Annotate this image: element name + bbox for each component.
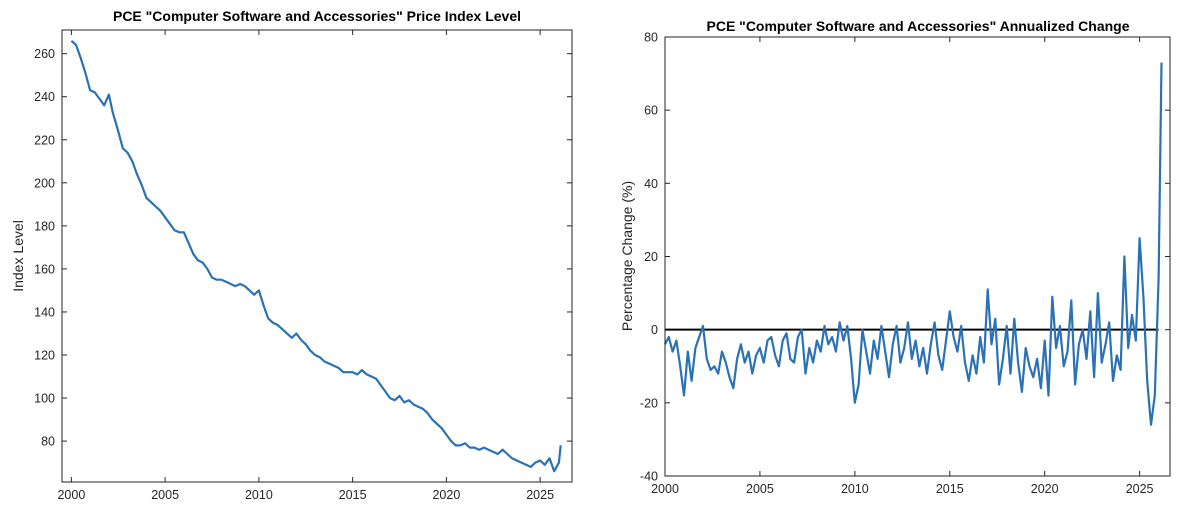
x-tick-label: 2010: [245, 488, 273, 502]
y-tick-label: 220: [34, 133, 55, 147]
x-tick-label: 2005: [746, 482, 774, 496]
y-tick-label: 240: [34, 90, 55, 104]
y-tick-label: 160: [34, 262, 55, 276]
x-tick-label: 2020: [1031, 482, 1059, 496]
x-tick-label: 2015: [936, 482, 964, 496]
x-tick-label: 2025: [1126, 482, 1154, 496]
axes-frame: [664, 36, 1171, 477]
axis-ticks: 2000 2005 2010 2015 2020 2025 80 100 120 140 160 18…: [34, 30, 572, 502]
chart-title: PCE "Computer Software and Accessories" …: [113, 8, 521, 24]
y-tick-label: 180: [34, 219, 55, 233]
x-tick-label: 2020: [432, 488, 460, 502]
x-tick-label: 2010: [841, 482, 869, 496]
x-tick-label: 2005: [151, 488, 179, 502]
y-tick-label: 100: [34, 392, 55, 406]
y-tick-label: 200: [34, 176, 55, 190]
axis-ticks: 2000 2005 2010 2015 2020 2025 -40 -20 0 20 40 60 80: [640, 31, 1170, 496]
plot-area: [664, 62, 1163, 426]
plot-area: [70, 39, 562, 473]
y-tick-label: 80: [41, 435, 55, 449]
price-index-chart: PCE "Computer Software and Accessories" …: [10, 8, 573, 502]
y-tick-label: 60: [644, 104, 658, 118]
x-tick-label: 2015: [339, 488, 367, 502]
y-tick-label: -40: [640, 470, 658, 484]
annualized-change-chart: PCE "Computer Software and Accessories" …: [619, 18, 1171, 496]
series-line: [664, 62, 1163, 426]
x-tick-label: 2025: [526, 488, 554, 502]
y-axis-label: Index Level: [10, 220, 26, 292]
axes-frame: [61, 29, 573, 483]
y-tick-label: 40: [644, 177, 658, 191]
y-tick-label: 260: [34, 47, 55, 61]
x-tick-label: 2000: [57, 488, 85, 502]
series-line: [70, 39, 562, 473]
y-tick-label: 0: [651, 323, 658, 337]
y-tick-label: -20: [640, 396, 658, 410]
y-tick-label: 80: [644, 31, 658, 45]
chart-title: PCE "Computer Software and Accessories" …: [707, 18, 1130, 34]
y-tick-label: 20: [644, 250, 658, 264]
x-tick-label: 2000: [651, 482, 679, 496]
y-tick-label: 120: [34, 349, 55, 363]
y-tick-label: 140: [34, 305, 55, 319]
y-axis-label: Percentage Change (%): [619, 181, 635, 331]
